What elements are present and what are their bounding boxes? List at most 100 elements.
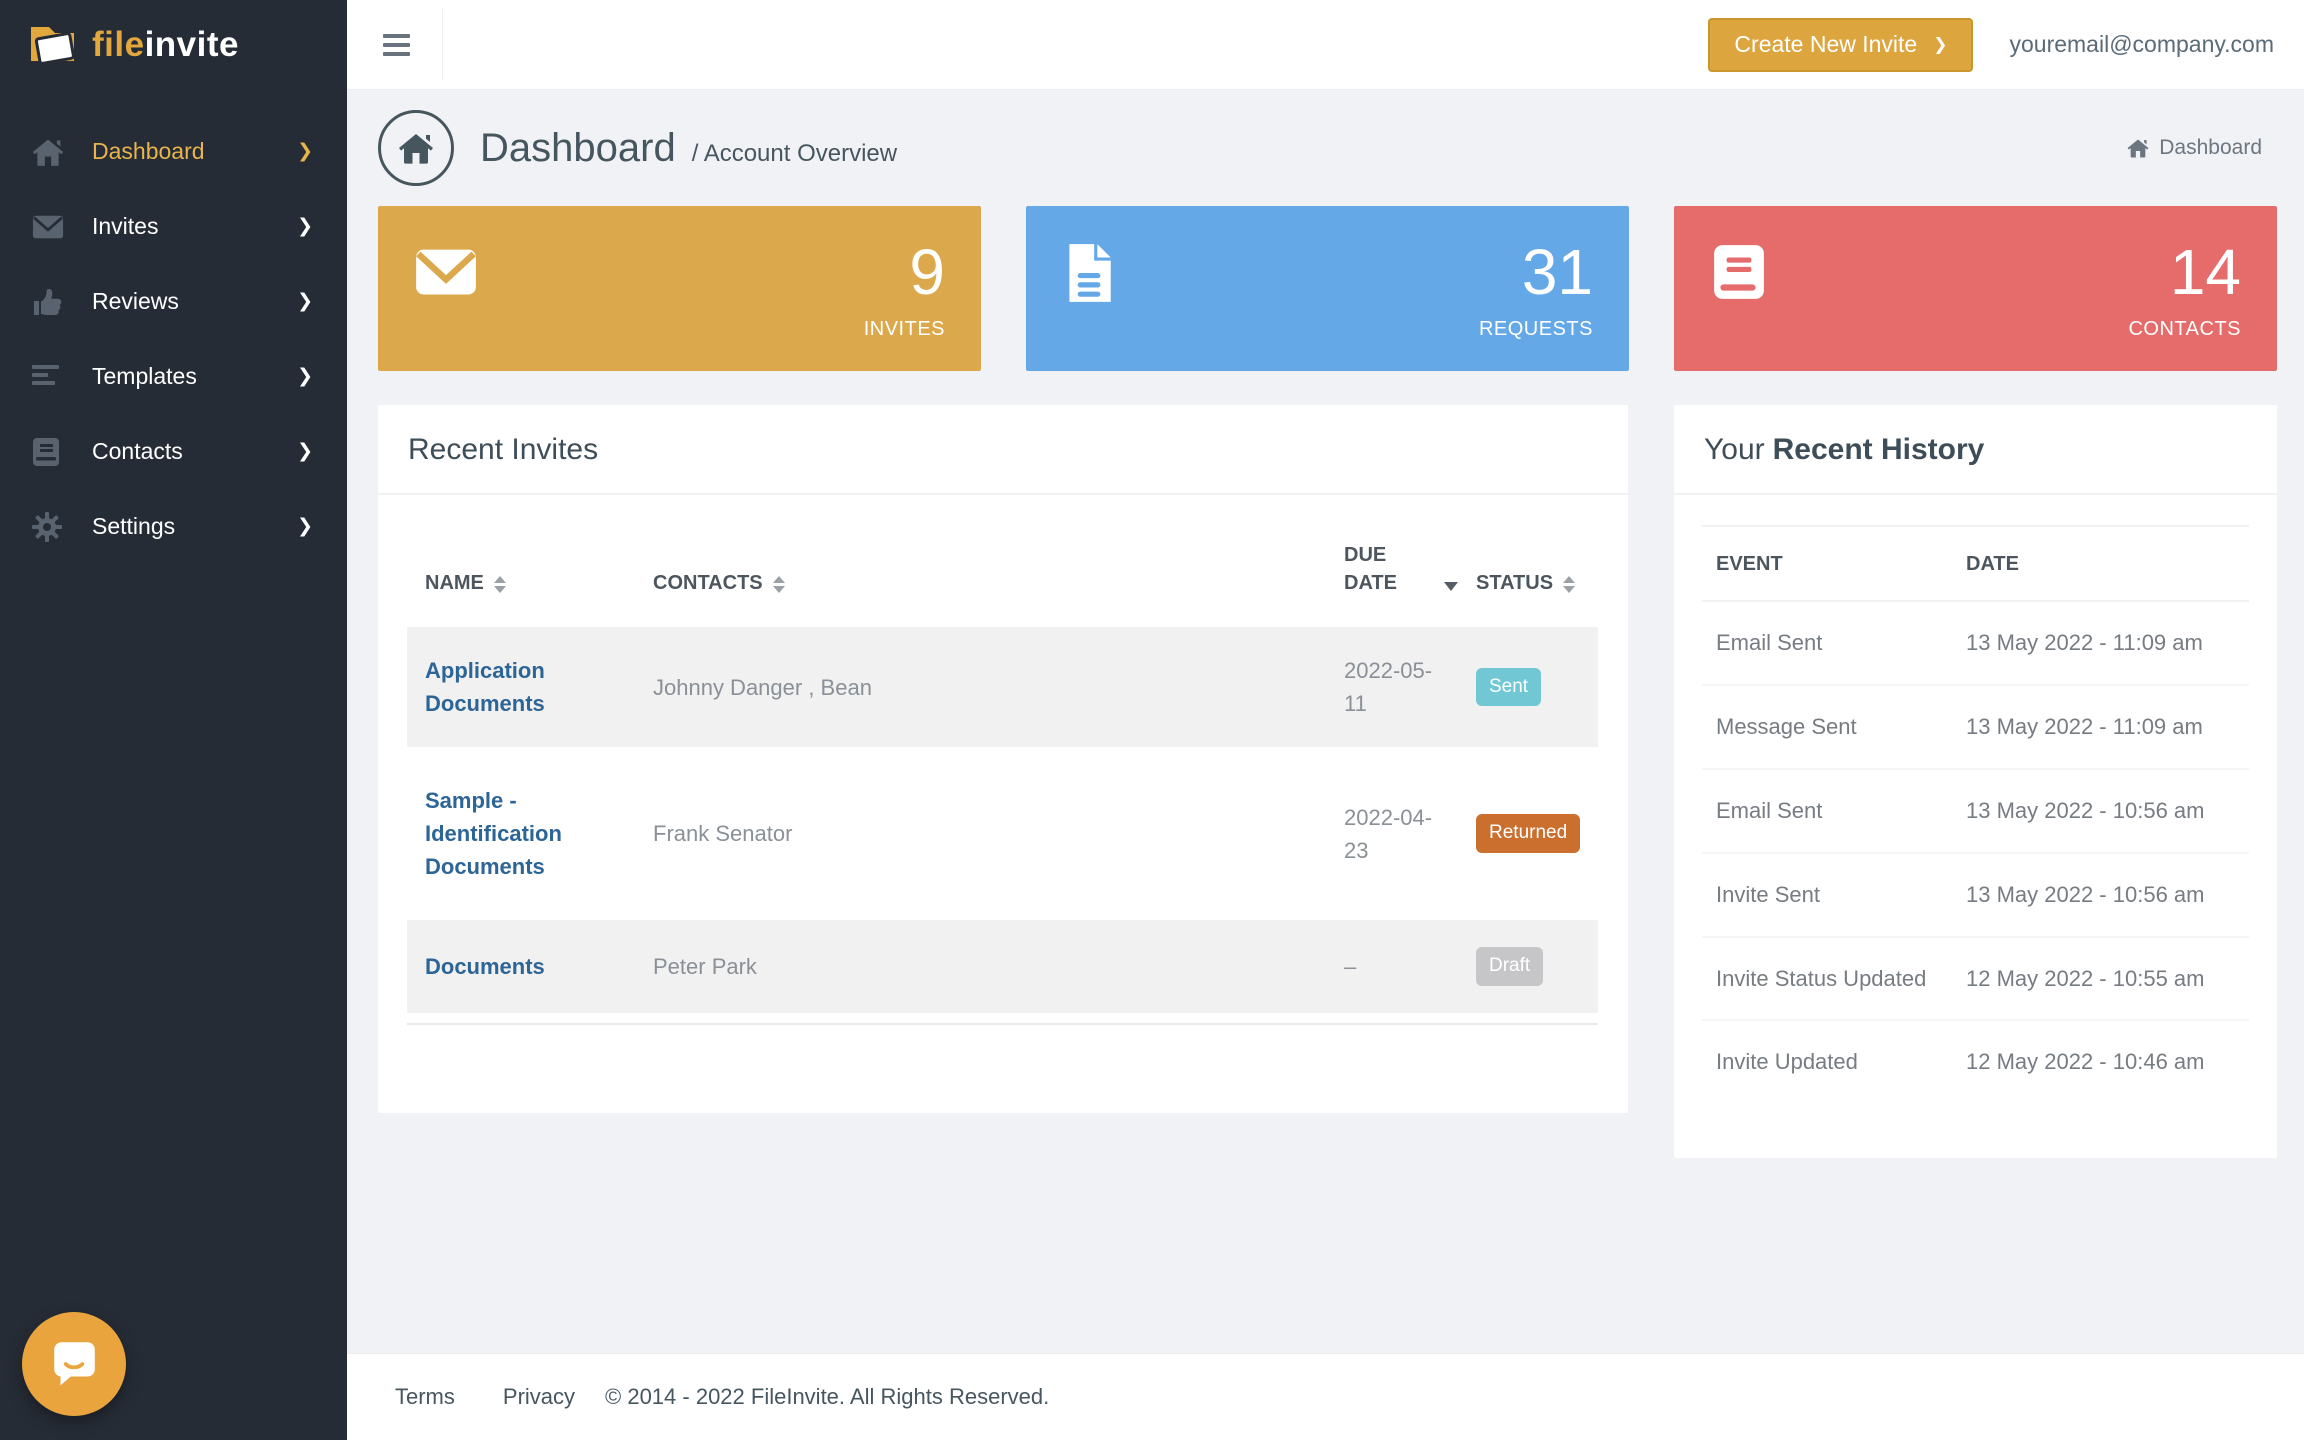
sidebar-item-invites[interactable]: Invites ❯ — [0, 189, 347, 264]
history-row: Email Sent 13 May 2022 - 10:56 am — [1702, 770, 2249, 854]
chevron-right-icon: ❯ — [1933, 34, 1948, 54]
create-new-invite-button[interactable]: Create New Invite ❯ — [1708, 17, 1974, 72]
invite-due-date: 2022-04-23 — [1344, 804, 1433, 863]
invite-due-date: – — [1344, 953, 1357, 979]
invites-count: 9 — [909, 236, 945, 308]
table-row: Application Documents Johnny Danger , Be… — [407, 627, 1598, 747]
sidebar-item-settings[interactable]: Settings ❯ — [0, 489, 347, 564]
history-event: Email Sent — [1716, 797, 1823, 823]
chat-widget-button[interactable] — [22, 1312, 126, 1416]
status-badge: Sent — [1476, 667, 1542, 707]
invite-link[interactable]: Application Documents — [425, 658, 545, 716]
sidebar-item-templates[interactable]: Templates ❯ — [0, 339, 347, 414]
list-icon — [32, 361, 68, 393]
sort-desc-icon — [1444, 582, 1458, 591]
privacy-link[interactable]: Privacy — [502, 1384, 576, 1409]
history-date: 13 May 2022 - 11:09 am — [1966, 713, 2203, 739]
table-row: Sample - Identification Documents Frank … — [407, 757, 1598, 910]
contacts-stat-card[interactable]: 14 CONTACTS — [1674, 206, 2277, 371]
chat-bubble-icon — [48, 1336, 100, 1393]
envelope-icon — [32, 211, 68, 243]
requests-label: REQUESTS — [1478, 318, 1593, 340]
sidebar: fileinvite Dashboard ❯ Invites ❯ — [0, 0, 347, 1440]
gear-icon — [32, 511, 68, 543]
chevron-right-icon: ❯ — [297, 516, 313, 537]
book-icon — [1710, 242, 1768, 349]
invite-link[interactable]: Documents — [425, 953, 545, 979]
home-icon — [2127, 138, 2149, 158]
history-event: Message Sent — [1716, 713, 1857, 739]
table-row: Documents Peter Park – Draft — [407, 920, 1598, 1013]
history-row: Message Sent 13 May 2022 - 11:09 am — [1702, 686, 2249, 770]
user-email[interactable]: youremail@company.com — [2009, 31, 2274, 57]
contacts-count: 14 — [2169, 236, 2241, 308]
invite-contacts: Peter Park — [653, 953, 757, 979]
history-row: Invite Sent 13 May 2022 - 10:56 am — [1702, 854, 2249, 938]
recent-invites-panel: Recent Invites NAME CONTACTS DUE DATE — [378, 405, 1628, 1113]
sidebar-item-dashboard[interactable]: Dashboard ❯ — [0, 114, 347, 189]
column-header-status[interactable]: STATUS — [1458, 569, 1598, 597]
column-header-due-date[interactable]: DUE DATE — [1326, 541, 1458, 597]
contacts-label: CONTACTS — [2128, 318, 2241, 340]
chevron-right-icon: ❯ — [297, 291, 313, 312]
history-date: 13 May 2022 - 10:56 am — [1966, 797, 2205, 823]
hamburger-menu-icon[interactable] — [377, 28, 416, 62]
recent-invites-table: NAME CONTACTS DUE DATE STATUS — [407, 541, 1598, 1025]
main-content: Dashboard / Account Overview Dashboard 9… — [347, 90, 2304, 1353]
page-subtitle: / Account Overview — [691, 139, 898, 167]
history-row: Invite Updated 12 May 2022 - 10:46 am — [1702, 1021, 2249, 1103]
status-badge: Draft — [1476, 947, 1544, 986]
column-header-contacts[interactable]: CONTACTS — [635, 569, 1326, 597]
topbar: Create New Invite ❯ youremail@company.co… — [347, 0, 2304, 90]
invite-contacts: Johnny Danger , Bean — [653, 674, 872, 700]
terms-link[interactable]: Terms — [395, 1384, 455, 1409]
book-icon — [32, 436, 68, 468]
status-badge: Returned — [1476, 814, 1581, 853]
thumbs-up-icon — [32, 286, 68, 318]
sidebar-nav: Dashboard ❯ Invites ❯ Reviews ❯ — [0, 114, 347, 564]
home-circle-icon — [378, 110, 454, 186]
topbar-divider — [442, 8, 443, 81]
sidebar-item-contacts[interactable]: Contacts ❯ — [0, 414, 347, 489]
chevron-right-icon: ❯ — [297, 141, 313, 162]
page-title: Dashboard — [480, 125, 676, 170]
history-date: 12 May 2022 - 10:46 am — [1966, 1049, 2205, 1075]
requests-count: 31 — [1521, 236, 1593, 308]
file-icon — [1062, 242, 1114, 349]
table-bottom-divider — [407, 1022, 1598, 1025]
home-icon — [32, 136, 68, 168]
recent-history-panel: Your Recent History EVENT DATE Email Sent… — [1674, 405, 2277, 1158]
history-event: Invite Updated — [1716, 1049, 1858, 1075]
invite-contacts: Frank Senator — [653, 821, 793, 846]
history-event: Invite Status Updated — [1716, 965, 1927, 991]
logo-text-file: file — [92, 25, 145, 64]
history-date: 13 May 2022 - 10:56 am — [1966, 881, 2205, 907]
history-date: 13 May 2022 - 11:09 am — [1966, 630, 2203, 655]
chevron-right-icon: ❯ — [297, 216, 313, 237]
invite-link[interactable]: Sample - Identification Documents — [425, 788, 562, 879]
chevron-right-icon: ❯ — [297, 366, 313, 387]
invite-due-date: 2022-05-11 — [1344, 658, 1433, 716]
recent-history-title: Your Recent History — [1674, 405, 2277, 495]
recent-history-table: EVENT DATE Email Sent 13 May 2022 - 11:0… — [1702, 525, 2249, 1103]
history-row: Email Sent 13 May 2022 - 11:09 am — [1702, 602, 2249, 686]
history-event: Invite Sent — [1716, 881, 1820, 907]
column-header-date: DATE — [1966, 553, 2019, 575]
invites-stat-card[interactable]: 9 INVITES — [378, 206, 981, 371]
fileinvite-logo[interactable]: fileinvite — [0, 0, 347, 90]
folder-logo-icon — [28, 20, 80, 71]
sort-icon — [772, 576, 785, 597]
page-header: Dashboard / Account Overview Dashboard — [347, 90, 2304, 204]
stat-cards: 9 INVITES 31 REQUESTS 14 CON — [347, 204, 2304, 371]
copyright-text: © 2014 - 2022 FileInvite. All Rights Res… — [605, 1384, 1050, 1409]
history-event: Email Sent — [1716, 630, 1823, 655]
sort-icon — [1563, 576, 1576, 597]
requests-stat-card[interactable]: 31 REQUESTS — [1026, 206, 1629, 371]
sidebar-item-reviews[interactable]: Reviews ❯ — [0, 264, 347, 339]
breadcrumb[interactable]: Dashboard — [2127, 136, 2262, 160]
footer: Terms Privacy © 2014 - 2022 FileInvite. … — [347, 1353, 2304, 1440]
column-header-event: EVENT — [1716, 553, 1783, 575]
history-date: 12 May 2022 - 10:55 am — [1966, 965, 2205, 991]
column-header-name[interactable]: NAME — [407, 569, 635, 597]
